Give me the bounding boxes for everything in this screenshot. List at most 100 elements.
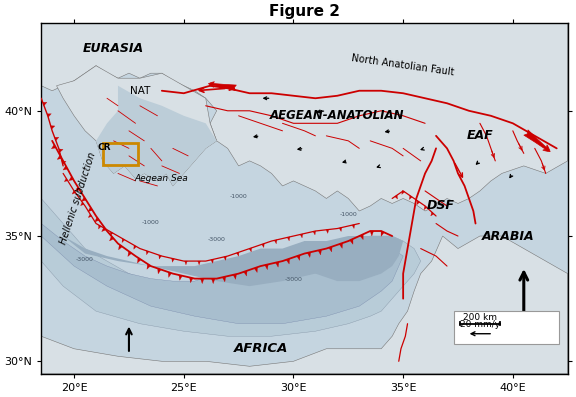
Text: AEGEAN-ANATOLIAN: AEGEAN-ANATOLIAN [270,109,404,122]
Polygon shape [147,264,150,269]
Polygon shape [179,275,182,280]
Polygon shape [75,187,79,191]
Text: -3000: -3000 [285,277,302,282]
Polygon shape [222,277,226,282]
Polygon shape [72,191,75,194]
Polygon shape [82,197,86,201]
Polygon shape [96,86,217,186]
Polygon shape [381,231,384,236]
Text: -1000: -1000 [142,220,160,225]
Polygon shape [41,198,420,336]
Polygon shape [168,272,172,278]
Polygon shape [94,217,99,222]
Polygon shape [56,66,217,186]
Polygon shape [424,206,427,210]
Polygon shape [305,236,403,281]
Text: Hellenic subduction: Hellenic subduction [59,151,98,246]
Polygon shape [360,234,363,240]
Polygon shape [98,225,101,229]
Text: 200 km: 200 km [463,313,497,322]
Text: CR: CR [98,143,111,152]
Polygon shape [190,278,193,283]
Polygon shape [287,237,290,241]
Polygon shape [318,250,321,255]
Polygon shape [119,245,122,250]
Polygon shape [286,259,290,264]
Polygon shape [51,145,56,149]
Polygon shape [63,166,67,170]
Polygon shape [308,252,310,257]
Bar [103,143,138,165]
Polygon shape [109,236,114,241]
Text: EURASIA: EURASIA [83,42,144,55]
Text: AFRICA: AFRICA [233,342,288,355]
Text: DSF: DSF [426,199,454,212]
Text: ARABIA: ARABIA [482,229,535,243]
Polygon shape [410,196,412,200]
Polygon shape [352,225,355,229]
Polygon shape [59,149,63,152]
Text: EAF: EAF [467,129,493,143]
Polygon shape [185,261,187,265]
Polygon shape [297,255,300,260]
Polygon shape [275,262,279,267]
Polygon shape [237,252,239,256]
Text: North Anatolian Fault: North Anatolian Fault [351,54,455,78]
Polygon shape [158,268,161,274]
Polygon shape [134,245,137,249]
Text: -1000: -1000 [230,195,248,199]
Polygon shape [81,202,84,206]
Polygon shape [431,212,434,216]
Polygon shape [326,229,329,233]
Text: -1000: -1000 [339,212,357,217]
Polygon shape [172,258,175,262]
Polygon shape [233,274,237,279]
Polygon shape [313,231,316,235]
Polygon shape [65,178,68,182]
Polygon shape [137,258,141,263]
Polygon shape [128,251,132,256]
Polygon shape [339,243,343,249]
Polygon shape [339,227,342,231]
Polygon shape [159,255,161,259]
Polygon shape [249,248,252,252]
Polygon shape [265,264,268,270]
Polygon shape [43,102,47,106]
Polygon shape [417,201,420,205]
Polygon shape [51,126,55,129]
Text: -3000: -3000 [208,237,226,242]
Polygon shape [211,279,215,283]
Polygon shape [122,239,124,243]
Polygon shape [198,261,200,265]
Polygon shape [41,224,403,324]
Polygon shape [62,161,66,164]
Text: NAT: NAT [130,86,150,96]
Polygon shape [146,251,149,255]
Polygon shape [274,240,277,244]
Polygon shape [102,227,106,231]
Polygon shape [402,191,404,195]
Polygon shape [200,279,204,283]
Polygon shape [88,207,93,212]
Polygon shape [370,231,374,236]
Polygon shape [211,259,214,263]
Title: Figure 2: Figure 2 [269,4,340,19]
Polygon shape [254,267,257,272]
Polygon shape [350,239,353,244]
Polygon shape [329,247,332,252]
Polygon shape [88,214,92,218]
Polygon shape [395,195,397,199]
Polygon shape [41,236,568,374]
Polygon shape [300,234,303,238]
Polygon shape [69,176,73,181]
FancyBboxPatch shape [453,311,559,344]
Polygon shape [55,137,59,141]
Polygon shape [47,114,51,117]
Polygon shape [262,243,264,248]
Polygon shape [41,23,568,211]
Polygon shape [110,232,113,236]
Text: -3000: -3000 [76,257,94,262]
Polygon shape [57,155,62,160]
Polygon shape [63,236,348,286]
Text: 20 mm/y: 20 mm/y [460,320,500,329]
